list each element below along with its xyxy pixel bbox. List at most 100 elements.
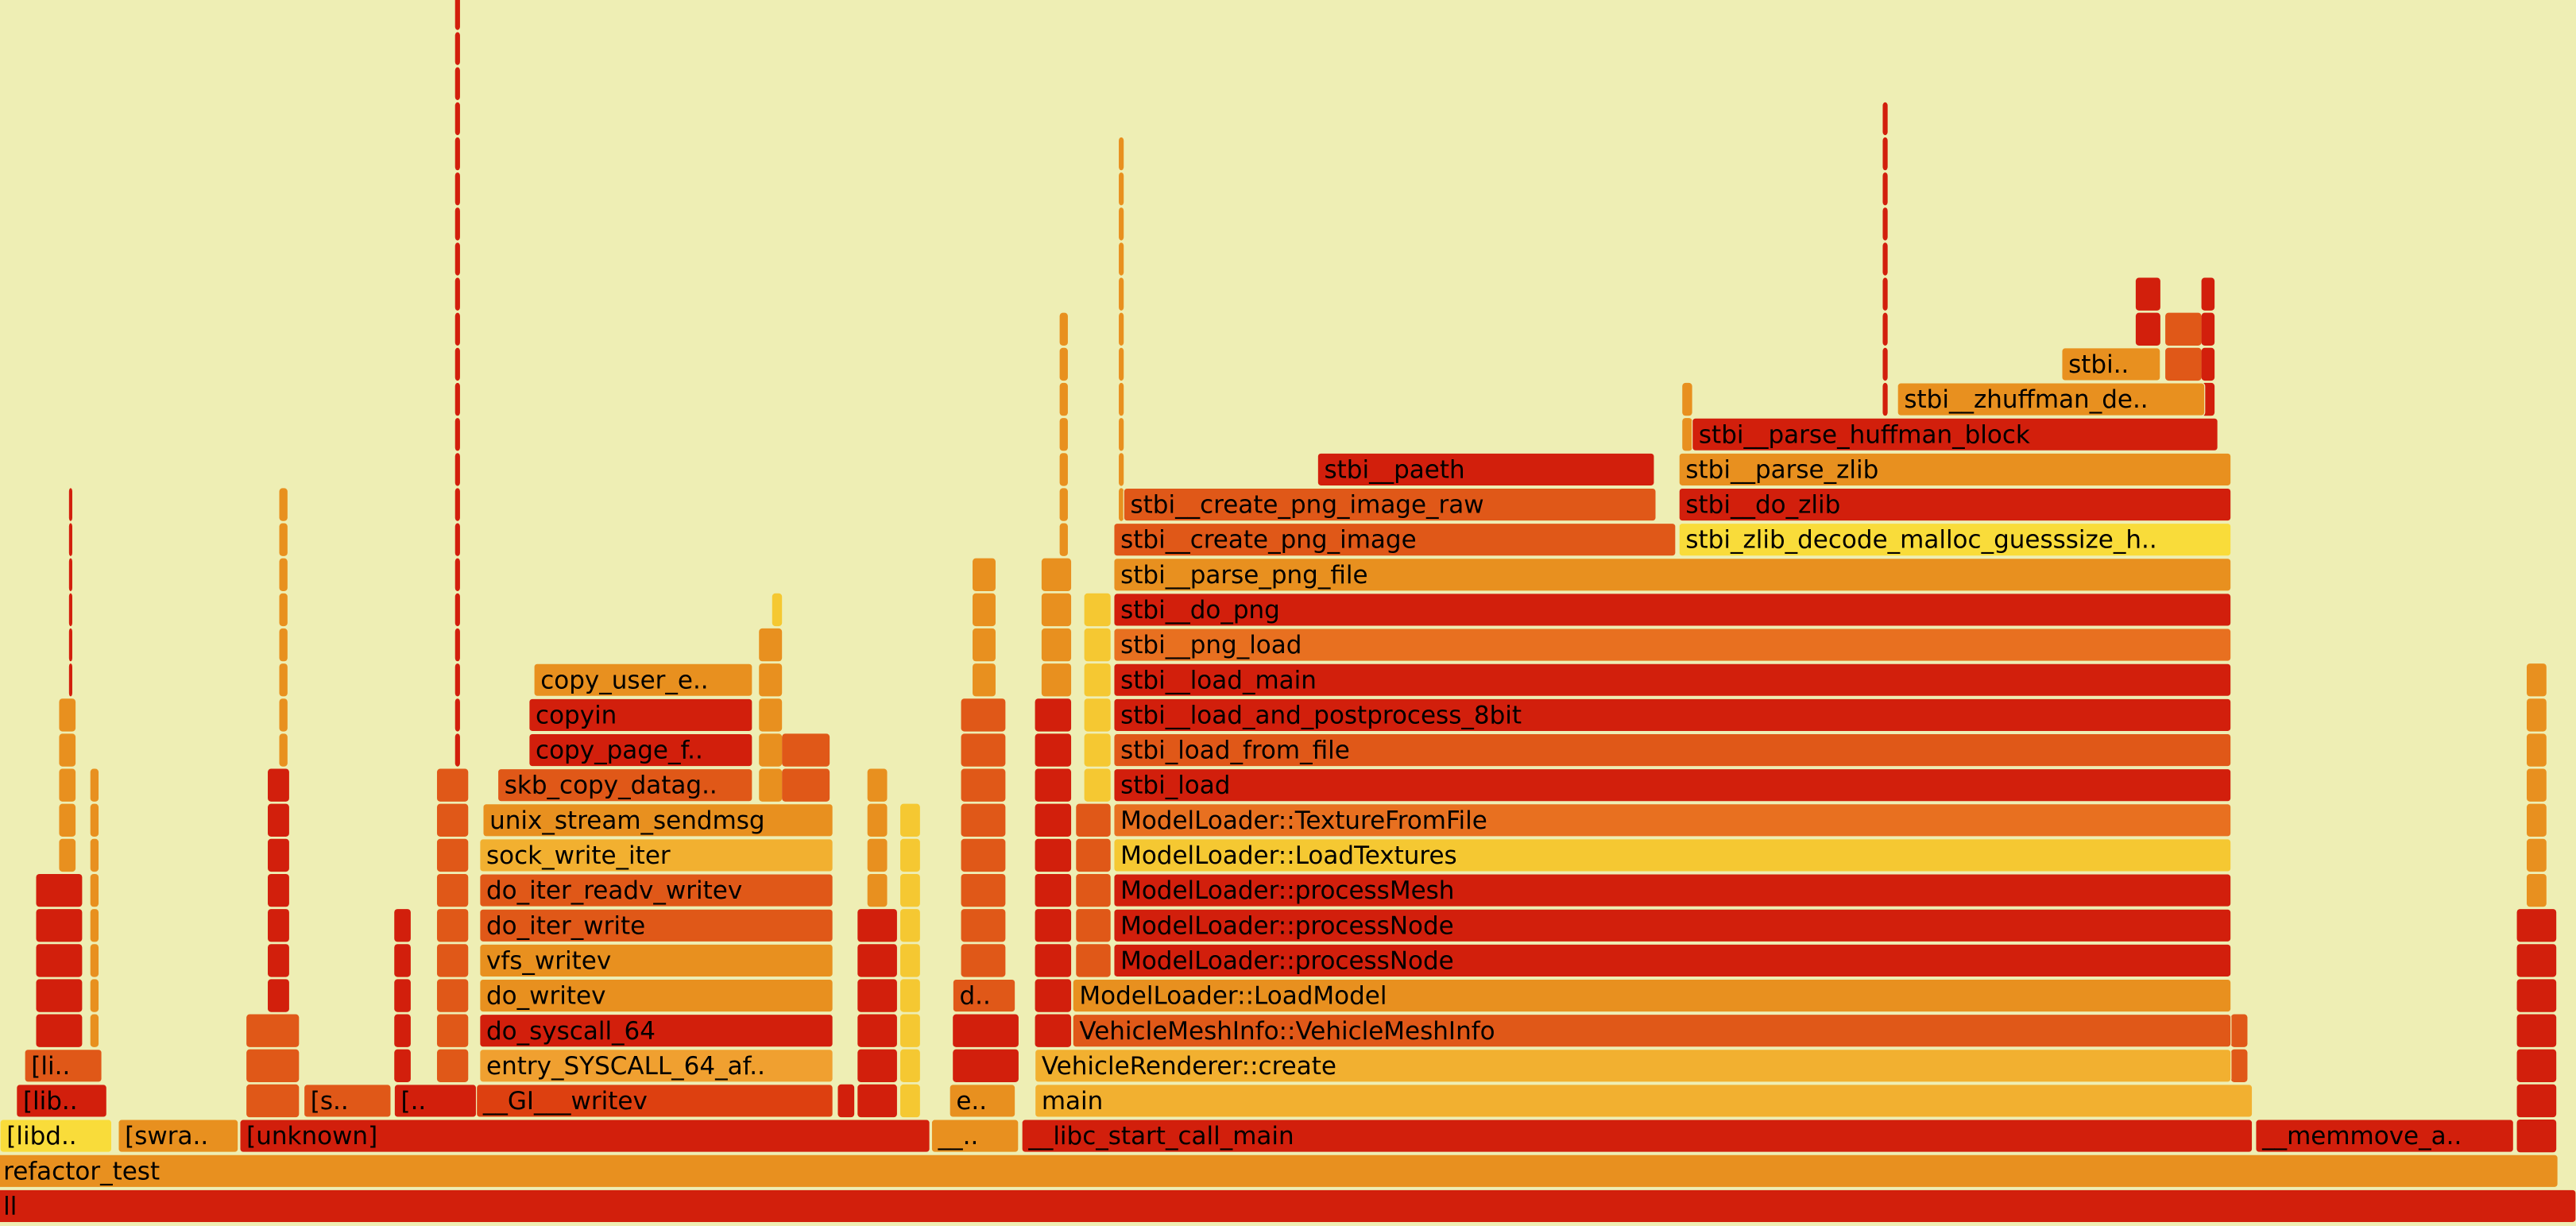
small-frame [394,1049,411,1083]
small-frame [1119,207,1124,241]
small-frame [759,663,783,697]
small-frame [1059,312,1068,346]
frame-label: copyin [536,701,617,729]
small-frame [1119,453,1124,486]
small-frame [857,979,897,1012]
frame [1113,558,2232,592]
frame [1072,1013,2232,1048]
small-frame [973,558,996,592]
small-frame [1035,698,1072,732]
frame [479,908,834,943]
small-frame [268,979,289,1012]
small-frame [436,1014,469,1047]
frame [479,978,834,1013]
small-frame [1119,347,1124,381]
small-frame [454,453,460,486]
frame [1113,522,1677,557]
small-frame [436,909,469,942]
frame [479,1013,834,1048]
frame-label: stbi__parse_zlib [1685,455,1878,484]
small-frame [2526,838,2547,872]
small-frame [961,768,1006,802]
small-frame [59,698,76,732]
small-frame [90,768,99,802]
small-frame [454,67,460,100]
small-frame [2526,768,2547,802]
frame-label: d.. [959,982,990,1011]
small-frame [2516,979,2557,1012]
small-frame [857,909,897,942]
small-frame [1084,768,1111,802]
small-frame [454,32,460,65]
small-frame [68,523,72,556]
small-frame [1084,663,1111,697]
frame [1072,978,2232,1013]
frame-label: ModelLoader::processMesh [1120,876,1454,905]
frame [1123,487,1657,522]
small-frame [772,593,783,627]
small-frame [1076,838,1111,872]
small-frame [2516,1084,2557,1118]
small-frame [759,698,783,732]
small-frame [900,803,920,837]
small-frame [1119,312,1124,346]
small-frame [2516,1119,2557,1153]
frame [1113,663,2232,698]
small-frame [961,803,1006,837]
small-frame [68,663,72,697]
frame [1113,873,2232,907]
small-frame [454,628,460,662]
frame [497,768,753,803]
small-frame [436,1049,469,1083]
small-frame [454,242,460,276]
small-frame [1059,418,1068,451]
frame-label: stbi__parse_huffman_block [1699,420,2030,449]
small-frame [1682,382,1692,416]
frame-label: stbi__load_and_postprocess_8bit [1120,701,1522,729]
small-frames [36,0,2557,1153]
frame-label: stbi_load [1120,772,1230,800]
small-frame [1035,733,1072,767]
frame-label: __libc_start_call_main [1027,1122,1294,1151]
small-frame [867,838,888,872]
frame [533,663,753,698]
frame [1113,698,2232,733]
frame [1692,417,2218,452]
small-frame [1882,137,1888,171]
frame [930,1119,1019,1153]
small-frame [2135,312,2160,346]
small-frame [900,838,920,872]
small-frame [279,733,288,767]
small-frame [36,873,83,907]
frame [479,1049,834,1083]
frame-label: stbi_zlib_decode_malloc_guesssize_h.. [1685,526,2156,555]
frame [479,838,834,872]
frame [528,698,753,733]
small-frame [2135,277,2160,311]
small-frame [454,207,460,241]
small-frame [394,909,411,942]
small-frame [2165,312,2202,346]
small-frame [90,944,99,977]
frame-label: stbi__paeth [1324,455,1464,484]
small-frame [759,768,783,802]
frame [482,803,834,837]
small-frame [2526,663,2547,697]
small-frame [1882,277,1888,311]
small-frame [436,979,469,1012]
small-frame [1119,242,1124,276]
frame-label: do_writev [486,982,605,1011]
frame-label: do_iter_readv_writev [486,876,742,905]
small-frame [279,593,288,627]
small-frame [90,909,99,942]
small-frame [1084,593,1111,627]
small-frame [454,488,460,521]
frame [949,1084,1016,1118]
small-frame [1119,488,1124,521]
frame-label: stbi.. [2068,350,2129,379]
small-frame [59,803,76,837]
small-frame [759,628,783,662]
small-frame [90,838,99,872]
frame [479,873,834,907]
small-frame [454,347,460,381]
